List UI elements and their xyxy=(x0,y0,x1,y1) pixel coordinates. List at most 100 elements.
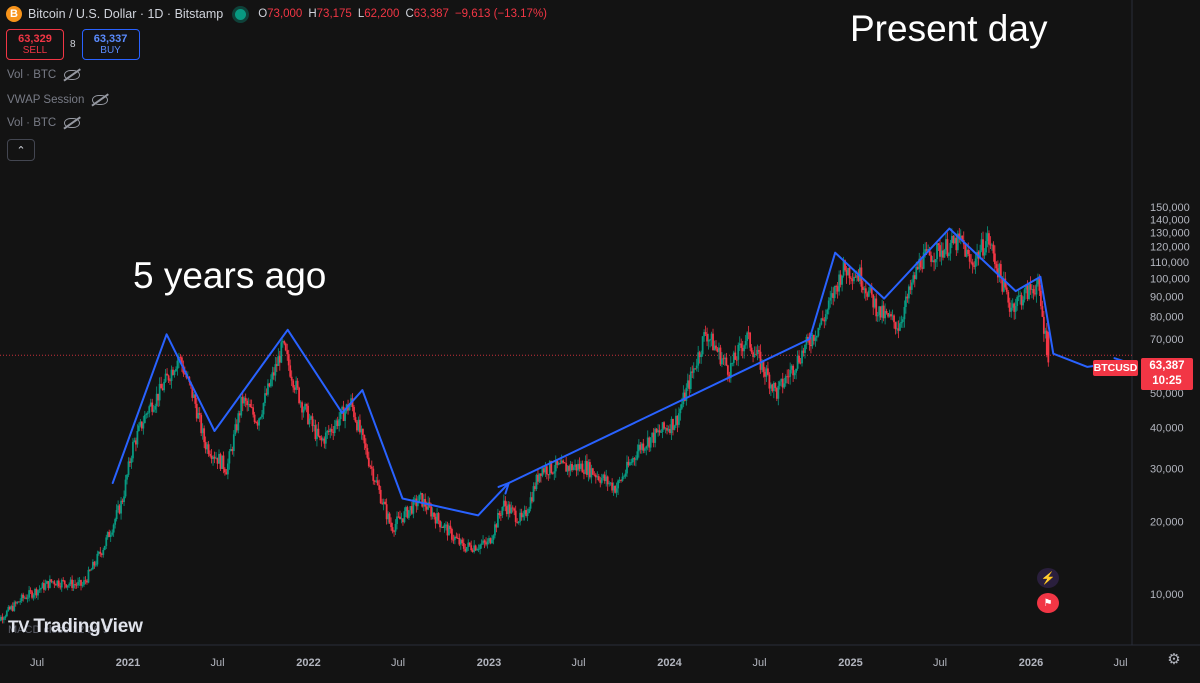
candle-body xyxy=(33,595,35,598)
candle-body xyxy=(877,315,879,316)
candle-body xyxy=(1047,332,1049,355)
candle-body xyxy=(126,475,128,480)
lightning-badge-icon[interactable]: ⚡ xyxy=(1037,568,1059,588)
indicator-legend-vol-1[interactable]: Vol · BTC xyxy=(7,69,80,81)
candle-body xyxy=(737,345,739,360)
spread-value: 8 xyxy=(70,39,76,50)
candle-body xyxy=(166,374,168,376)
candle-body xyxy=(163,382,165,390)
candle-body xyxy=(660,432,662,433)
candle-body xyxy=(470,545,472,550)
bar-countdown: 10:25 xyxy=(1141,374,1193,389)
candle-body xyxy=(617,481,619,489)
candle-body xyxy=(30,590,32,591)
candle-body xyxy=(368,458,370,466)
candle-body xyxy=(99,552,101,554)
candle-body xyxy=(298,388,300,404)
candle-body xyxy=(644,449,646,451)
candle-body xyxy=(631,462,633,463)
candle-body xyxy=(727,365,729,374)
candle-body xyxy=(1018,296,1020,297)
hidden-eye-icon[interactable] xyxy=(64,118,80,128)
candle-body xyxy=(816,336,818,338)
candle-body xyxy=(438,513,440,521)
candle-body xyxy=(751,348,753,353)
symbol-price-tag: BTCUSD xyxy=(1093,360,1138,376)
x-tick-label: 2024 xyxy=(657,657,682,669)
candle-body xyxy=(721,358,723,364)
collapse-legend-button[interactable]: ⌃ xyxy=(7,139,35,161)
candle-body xyxy=(371,467,373,469)
candle-body xyxy=(380,490,382,503)
candle-body xyxy=(237,413,239,430)
candle-body xyxy=(160,384,162,388)
candle-body xyxy=(177,361,179,369)
candle-body xyxy=(498,513,500,515)
indicator-label: Vol · BTC xyxy=(7,69,56,81)
candle-body xyxy=(1040,291,1042,306)
candle-body xyxy=(353,407,355,417)
us-flag-icon[interactable]: ⚑ xyxy=(1037,593,1059,613)
candle-body xyxy=(147,413,149,414)
candle-body xyxy=(899,323,901,331)
buy-button[interactable]: 63,337 BUY xyxy=(82,29,140,60)
candle-body xyxy=(408,510,410,518)
candle-body xyxy=(731,363,733,364)
candle-body xyxy=(663,422,665,428)
candle-body xyxy=(19,601,21,602)
candle-body xyxy=(363,435,365,443)
candle-body xyxy=(1007,292,1009,303)
candle-body xyxy=(518,522,520,523)
hidden-eye-icon[interactable] xyxy=(64,70,80,80)
candle-body xyxy=(814,338,816,341)
candle-body xyxy=(679,409,681,414)
candle-body xyxy=(285,344,287,351)
candle-body xyxy=(461,540,463,543)
candle-body xyxy=(53,581,55,584)
x-tick-label: Jul xyxy=(210,657,224,669)
tradingview-logo: TV TradingView xyxy=(8,616,143,638)
symbol-title[interactable]: Bitcoin / U.S. Dollar · 1D · Bitstamp xyxy=(28,7,223,21)
candle-body xyxy=(743,345,745,351)
candle-body xyxy=(484,541,486,543)
y-tick-label: 130,000 xyxy=(1150,228,1190,240)
candle-body xyxy=(208,444,210,454)
candle-body xyxy=(116,510,118,519)
candle-body xyxy=(745,341,747,345)
candle-body xyxy=(136,431,138,445)
candle-body xyxy=(481,544,483,545)
candle-body xyxy=(22,595,24,598)
candle-body xyxy=(705,332,707,334)
x-tick-label: Jul xyxy=(571,657,585,669)
candle-body xyxy=(598,476,600,480)
y-tick-label: 100,000 xyxy=(1150,274,1190,286)
indicator-legend-vol-2[interactable]: Vol · BTC xyxy=(7,117,80,129)
candle-body xyxy=(64,580,66,584)
candle-body xyxy=(102,550,104,555)
candle-body xyxy=(795,369,797,373)
y-tick-label: 120,000 xyxy=(1150,242,1190,254)
candle-body xyxy=(694,368,696,369)
candle-body xyxy=(91,569,93,570)
candle-body xyxy=(528,509,530,513)
candle-body xyxy=(148,406,150,413)
hidden-eye-icon[interactable] xyxy=(92,95,108,105)
indicator-legend-vwap[interactable]: VWAP Session xyxy=(7,94,108,106)
tradingview-wordmark: TradingView xyxy=(33,616,142,638)
candle-body xyxy=(377,480,379,485)
gear-icon[interactable]: ⚙ xyxy=(1165,651,1183,669)
candle-body xyxy=(901,322,903,323)
sell-button[interactable]: 63,329 SELL xyxy=(6,29,64,60)
sell-label: SELL xyxy=(23,45,47,57)
candle-body xyxy=(491,540,493,543)
candle-body xyxy=(303,410,305,413)
annotation-5-years-ago: 5 years ago xyxy=(133,255,326,297)
annotation-present-day: Present day xyxy=(850,8,1047,50)
candle-body xyxy=(113,525,115,533)
chevron-up-icon: ⌃ xyxy=(16,144,25,157)
candle-body xyxy=(478,549,480,550)
candle-body xyxy=(936,243,938,259)
candle-body xyxy=(972,262,974,265)
